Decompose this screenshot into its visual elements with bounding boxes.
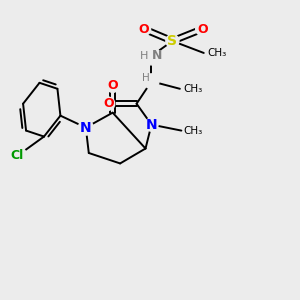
- Text: CH₃: CH₃: [184, 126, 203, 136]
- Text: N: N: [152, 50, 162, 62]
- Circle shape: [196, 22, 209, 36]
- Text: O: O: [197, 22, 208, 36]
- Text: O: O: [139, 22, 149, 36]
- Text: CH₃: CH₃: [184, 84, 203, 94]
- Text: CH₃: CH₃: [208, 48, 227, 58]
- Circle shape: [166, 34, 179, 48]
- Circle shape: [106, 79, 119, 92]
- Circle shape: [145, 118, 158, 131]
- Text: O: O: [107, 79, 118, 92]
- Circle shape: [144, 74, 159, 89]
- Circle shape: [8, 146, 27, 166]
- Text: Cl: Cl: [11, 149, 24, 163]
- Circle shape: [78, 120, 93, 135]
- Circle shape: [137, 22, 151, 36]
- Circle shape: [102, 97, 115, 110]
- Text: H: H: [140, 51, 148, 61]
- Text: N: N: [146, 118, 157, 132]
- Text: H: H: [142, 73, 150, 83]
- Text: O: O: [103, 97, 113, 110]
- Text: S: S: [167, 34, 177, 48]
- Text: N: N: [80, 121, 92, 135]
- Circle shape: [142, 47, 160, 65]
